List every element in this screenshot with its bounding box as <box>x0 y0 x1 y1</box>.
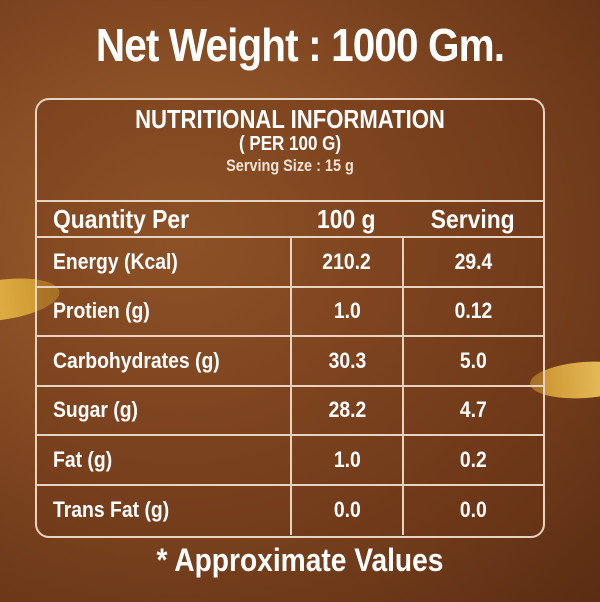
table-row: Trans Fat (g) 0.0 0.0 <box>37 485 543 535</box>
per-serving-value: 4.7 <box>460 397 487 423</box>
per-serving-value: 29.4 <box>454 248 493 274</box>
nutrition-header: NUTRITIONAL INFORMATION ( PER 100 G) Ser… <box>37 100 543 202</box>
per-100g-value: 210.2 <box>322 248 372 274</box>
column-header: 100 g <box>316 203 376 234</box>
column-header: Serving <box>430 203 515 234</box>
net-weight: Net Weight : 1000 Gm. <box>95 19 505 71</box>
column-header: Quantity Per <box>53 203 190 234</box>
per-100g-value: 0.0 <box>333 497 361 523</box>
per-100g-value: 1.0 <box>333 298 361 324</box>
table-row: Protien (g) 1.0 0.12 <box>37 287 543 337</box>
table-row: Fat (g) 1.0 0.2 <box>37 436 543 486</box>
table-row: Energy (Kcal) 210.2 29.4 <box>37 238 543 288</box>
per-100g-value: 28.2 <box>328 397 366 423</box>
serving-size: Serving Size : 15 g <box>226 156 354 175</box>
nutrition-title: NUTRITIONAL INFORMATION <box>135 104 445 134</box>
table-row: Sugar (g) 28.2 4.7 <box>37 386 543 436</box>
nutrient-name: Protien (g) <box>53 298 150 324</box>
footnote: * Approximate Values <box>156 542 444 578</box>
per-100g-value: 1.0 <box>333 446 361 472</box>
table-row: Carbohydrates (g) 30.3 5.0 <box>37 337 543 387</box>
nutrient-name: Trans Fat (g) <box>53 497 170 523</box>
nutrient-name: Sugar (g) <box>53 397 138 423</box>
per-serving-value: 0.0 <box>460 497 487 523</box>
nutrient-name: Carbohydrates (g) <box>53 347 220 373</box>
nutrition-table: NUTRITIONAL INFORMATION ( PER 100 G) Ser… <box>35 98 545 538</box>
column-header-row: Quantity Per 100 g Serving <box>37 202 543 238</box>
per-100g-value: 30.3 <box>328 347 366 373</box>
per-serving-value: 0.12 <box>454 298 493 324</box>
per-serving-value: 5.0 <box>460 347 487 373</box>
per-serving-value: 0.2 <box>460 446 487 472</box>
nutrient-name: Energy (Kcal) <box>53 248 178 274</box>
nutrition-subtitle: ( PER 100 G) <box>238 133 342 155</box>
nutrient-name: Fat (g) <box>53 446 113 472</box>
